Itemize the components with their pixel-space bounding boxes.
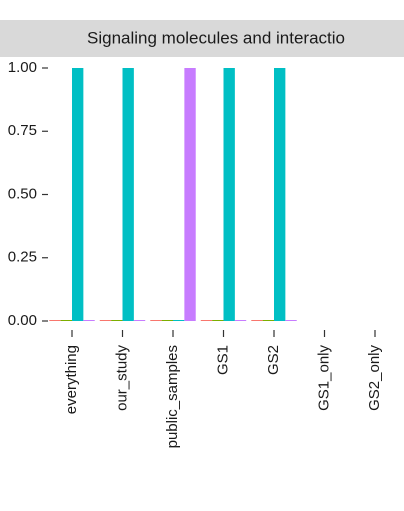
bar <box>234 320 247 321</box>
x-tick-label: public_samples <box>164 345 181 448</box>
facet-title: Signaling molecules and interactio <box>87 28 345 47</box>
x-tick-label: our_study <box>113 345 130 411</box>
bar <box>83 320 95 321</box>
bar <box>212 320 224 321</box>
y-tick-label: 0.00 <box>8 312 37 329</box>
bar <box>72 68 84 321</box>
y-tick-label: 0.50 <box>8 185 37 202</box>
bar <box>274 68 286 321</box>
x-tick-label: GS1_only <box>315 345 332 411</box>
bar <box>133 320 146 321</box>
y-tick-label: 0.75 <box>8 122 37 139</box>
bar <box>173 320 185 321</box>
bar <box>184 68 196 321</box>
bar <box>161 320 173 321</box>
bar <box>150 320 162 321</box>
bar <box>251 320 263 321</box>
facet-strip <box>0 20 404 57</box>
y-tick-label: 0.25 <box>8 249 37 266</box>
bar <box>200 320 213 321</box>
bar <box>49 320 61 321</box>
x-tick-label: GS2_only <box>366 345 383 411</box>
bar <box>122 68 134 321</box>
bar <box>223 68 235 321</box>
x-tick-label: GS1 <box>214 345 231 375</box>
bar <box>285 320 297 321</box>
x-tick-label: GS2 <box>265 345 282 375</box>
bar <box>111 320 123 321</box>
bar <box>99 320 112 321</box>
y-tick-label: 1.00 <box>8 59 37 76</box>
x-tick-label: everything <box>63 345 80 414</box>
bar <box>262 320 274 321</box>
bar <box>60 320 72 321</box>
